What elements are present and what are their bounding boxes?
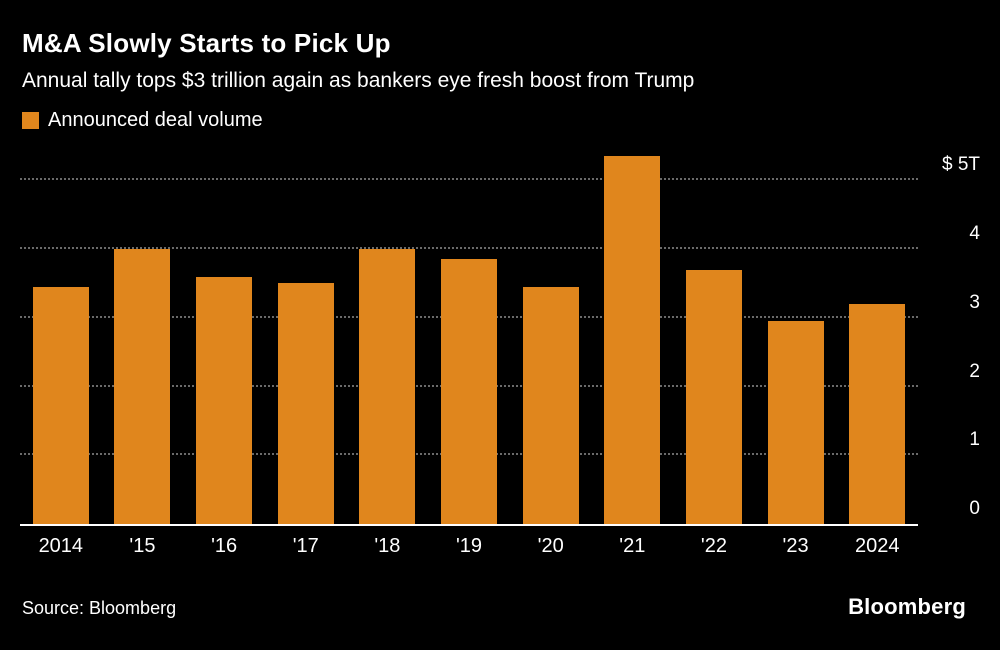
bar-slot [265, 146, 347, 524]
bar [685, 269, 742, 524]
x-axis-label: '21 [619, 535, 646, 557]
gridline [20, 247, 918, 250]
bar-slot [755, 146, 837, 524]
x-axis-label: '20 [537, 535, 564, 557]
x-axis-label: '19 [455, 535, 483, 557]
bar-slot [510, 146, 592, 524]
bar-slot [183, 146, 265, 524]
x-axis-label: '22 [700, 535, 727, 557]
bar-slot [428, 146, 510, 524]
y-axis-label: $ 5T [941, 154, 980, 176]
legend: Announced deal volume [22, 109, 978, 132]
bloomberg-logo: Bloomberg [848, 594, 966, 619]
y-axis-label: 1 [969, 429, 980, 451]
bar-slot [102, 146, 184, 524]
bar-slot [591, 146, 673, 524]
source-text: Source: Bloomberg [22, 598, 177, 618]
x-axis-label: 2014 [38, 535, 84, 557]
bar-slot [20, 146, 102, 524]
bar [849, 304, 906, 524]
bar-slot [673, 146, 755, 524]
chart-title: M&A Slowly Starts to Pick Up [22, 28, 391, 58]
x-axis-label: '15 [129, 535, 156, 557]
legend-label: Announced deal volume [48, 109, 263, 131]
bar [114, 249, 171, 524]
bar-slot [347, 146, 429, 524]
bars-container [20, 146, 918, 524]
chart-header: M&A Slowly Starts to Pick Up Annual tall… [0, 0, 1000, 132]
chart-footer: Source: Bloomberg Bloomberg [0, 594, 1000, 620]
bar [767, 321, 824, 524]
x-axis-label: '17 [292, 535, 319, 557]
gridline [20, 178, 918, 181]
bar [522, 286, 579, 524]
legend-swatch-icon [22, 112, 39, 129]
bar-slot [836, 146, 918, 524]
chart-subtitle: Annual tally tops $3 trillion again as b… [22, 69, 695, 92]
y-axis-label: 3 [969, 291, 980, 313]
bar-chart: $ 5T 4 3 2 1 0 2014 '15 '16 '17 '18 '19 '20 '21 '22 '2… [20, 146, 980, 558]
bar [441, 259, 498, 524]
plot-area: $ 5T 4 3 2 1 0 [20, 146, 980, 526]
bar [196, 276, 253, 524]
x-axis-label: '23 [782, 535, 809, 557]
x-axis-label: 2024 [854, 535, 900, 557]
bar [277, 283, 334, 524]
y-axis-label: 0 [969, 498, 980, 519]
y-axis-label: 4 [969, 223, 980, 245]
bar [32, 286, 89, 524]
x-axis-label: '16 [211, 535, 238, 557]
x-axis-label: '18 [374, 535, 401, 557]
x-axis-labels: 2014 '15 '16 '17 '18 '19 '20 '21 '22 '23 2024 [20, 526, 918, 558]
y-axis-label: 2 [969, 360, 980, 382]
bar [604, 156, 661, 524]
bar [359, 249, 416, 524]
